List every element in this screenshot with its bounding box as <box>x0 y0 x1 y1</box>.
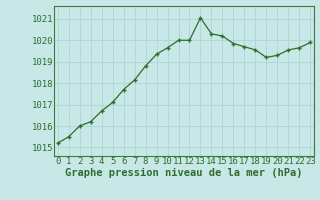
X-axis label: Graphe pression niveau de la mer (hPa): Graphe pression niveau de la mer (hPa) <box>65 168 303 178</box>
